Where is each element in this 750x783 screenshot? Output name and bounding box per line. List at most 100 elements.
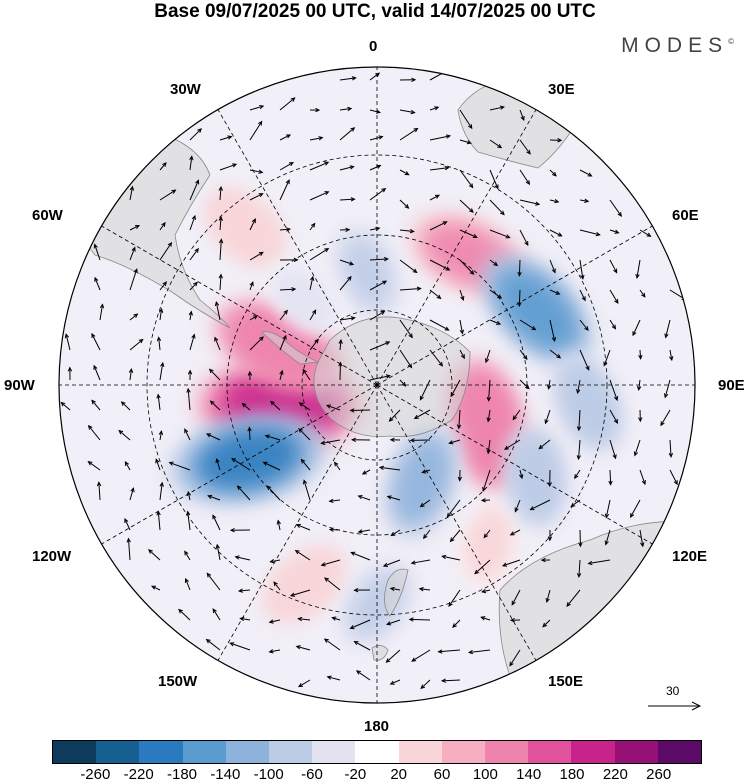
- wind-arrow: [566, 589, 581, 607]
- wind-arrow: [209, 400, 221, 411]
- wind-arrow: [297, 616, 311, 622]
- wind-arrow: [669, 349, 674, 362]
- colorbar-swatch: [614, 741, 658, 763]
- wind-arrow: [279, 179, 290, 201]
- wind-arrow: [668, 439, 674, 458]
- meridian-line: [101, 225, 378, 386]
- wind-arrow: [87, 424, 101, 441]
- wind-arrow: [309, 247, 330, 261]
- wind-arrow: [349, 619, 371, 630]
- wind-arrow: [339, 106, 353, 112]
- wind-arrow: [486, 379, 492, 402]
- wind-arrow: [579, 198, 590, 203]
- wind-arrow: [189, 247, 199, 261]
- wind-arrow: [519, 469, 524, 480]
- meridian-line: [376, 225, 653, 386]
- map-title: Base 09/07/2025 00 UTC, valid 14/07/2025…: [154, 1, 596, 22]
- wind-arrow: [218, 238, 224, 261]
- map-boundary: [58, 66, 696, 704]
- wind-arrow: [459, 199, 474, 213]
- wind-arrow: [302, 368, 311, 381]
- wind-arrow: [519, 139, 531, 155]
- wind-arrow: [579, 259, 585, 280]
- wind-arrow: [604, 499, 611, 519]
- wind-arrow: [99, 303, 105, 321]
- wind-arrow: [399, 77, 417, 83]
- negative-anomaly: [342, 236, 392, 309]
- wind-arrow: [459, 349, 465, 360]
- wind-arrow: [320, 439, 341, 445]
- wind-arrow: [231, 457, 251, 471]
- wind-arrow: [474, 559, 491, 575]
- wind-arrow: [273, 581, 281, 591]
- wind-arrow: [538, 439, 551, 450]
- wind-arrow: [399, 169, 410, 176]
- wind-arrow: [489, 319, 502, 325]
- wind-arrow: [399, 109, 416, 115]
- wind-arrow: [249, 281, 254, 291]
- wind-arrow: [399, 286, 422, 291]
- parallel-circle: [146, 154, 608, 616]
- wind-arrow: [609, 259, 618, 274]
- wind-arrow: [249, 218, 256, 231]
- wind-arrow: [234, 555, 251, 561]
- wind-arrow: [519, 319, 537, 331]
- copyright-mark: ©: [728, 37, 734, 46]
- wind-arrow: [155, 458, 161, 471]
- wind-arrow: [218, 215, 223, 231]
- wind-arrow: [297, 679, 311, 688]
- wind-arrow: [638, 349, 643, 360]
- wind-arrow: [448, 439, 461, 445]
- wind-arrow: [481, 588, 491, 594]
- wind-arrow: [302, 479, 311, 501]
- wind-arrow: [189, 179, 200, 201]
- positive-anomaly: [214, 197, 277, 259]
- wind-arrow: [67, 366, 73, 381]
- wind-arrow: [459, 139, 472, 145]
- wind-arrow: [579, 229, 601, 237]
- wind-arrow: [189, 281, 198, 291]
- wind-arrow: [638, 409, 643, 423]
- negative-anomaly: [275, 270, 334, 327]
- wind-arrow: [298, 428, 311, 441]
- wind-arrow: [279, 309, 288, 321]
- wind-arrow: [126, 537, 131, 561]
- wind-arrow: [96, 481, 102, 501]
- wind-arrow: [295, 523, 311, 531]
- wind-arrow: [429, 349, 444, 367]
- lon-label-120e: 120E: [672, 548, 708, 565]
- wind-arrow: [509, 529, 521, 536]
- wind-arrow: [609, 319, 617, 330]
- wind-arrow: [419, 379, 431, 401]
- wind-arrow: [420, 679, 431, 690]
- wind-arrow: [91, 399, 101, 411]
- wind-arrow: [237, 588, 251, 593]
- reference-arrow: [648, 701, 702, 711]
- wind-arrow: [339, 76, 357, 81]
- wind-arrow: [159, 361, 165, 381]
- wind-arrow: [542, 619, 551, 628]
- wind-arrow: [168, 461, 191, 471]
- wind-arrow: [549, 198, 560, 204]
- meridian-line: [376, 384, 653, 545]
- wind-arrow: [576, 439, 581, 461]
- wind-arrow: [350, 551, 371, 561]
- wind-arrow: [399, 127, 419, 141]
- meridian-line: [101, 384, 378, 545]
- wind-arrow: [94, 276, 101, 291]
- wind-arrow: [361, 469, 371, 475]
- colorbar-swatch: [312, 741, 356, 763]
- wind-arrow: [369, 280, 388, 291]
- wind-arrow: [489, 259, 499, 267]
- wind-arrow: [549, 319, 557, 343]
- wind-arrow: [324, 577, 341, 591]
- wind-arrow: [129, 185, 135, 201]
- wind-arrow: [338, 361, 343, 381]
- wind-arrow: [339, 227, 351, 232]
- wind-arrow: [349, 408, 371, 413]
- wind-arrow: [309, 222, 316, 231]
- wind-arrow: [467, 649, 491, 655]
- wind-arrow: [249, 120, 263, 141]
- wind-arrow: [219, 163, 238, 171]
- wind-arrow: [639, 469, 646, 486]
